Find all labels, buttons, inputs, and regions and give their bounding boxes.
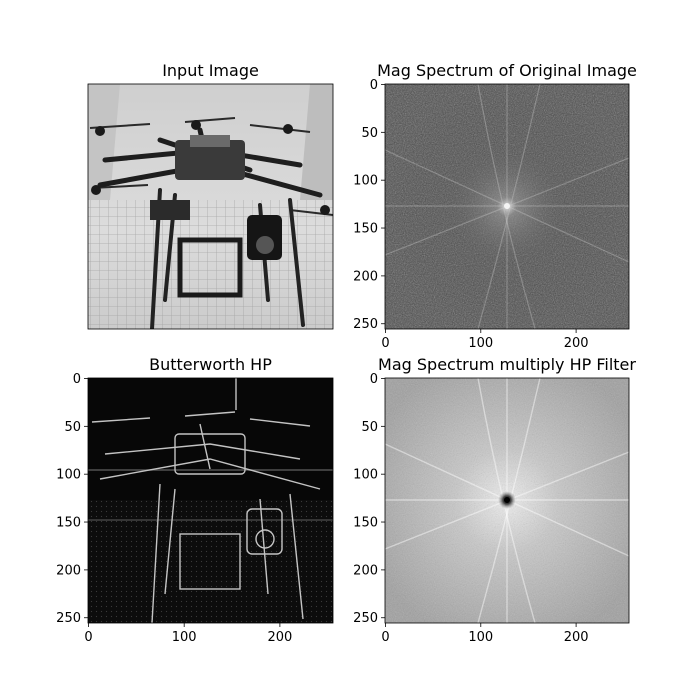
panel-mag-spectrum-original-frame	[384, 83, 630, 330]
mag-spectrum-hp-image	[385, 378, 629, 623]
panel-butterworth-hp-title: Butterworth HP	[149, 355, 272, 374]
axes-panel-3: 0 100 200 0 50 100 150 200 250	[353, 372, 588, 645]
x-tick-label: 200	[564, 336, 589, 351]
panel-input-image-title: Input Image	[162, 61, 259, 80]
x-tick-label: 200	[564, 630, 589, 645]
y-tick-label: 100	[56, 468, 81, 483]
x-tick-label: 200	[267, 630, 292, 645]
y-tick-label: 0	[73, 372, 81, 387]
y-tick-label: 200	[353, 563, 378, 578]
panel-mag-spectrum-original: Mag Spectrum of Original Image 0 100 200 0 5…	[353, 61, 637, 351]
panel-mag-spectrum-hp-title: Mag Spectrum multiply HP Filter	[378, 355, 636, 374]
mag-spectrum-original-image	[385, 84, 629, 329]
axes-panel-1: 0 100 200 0 50 100 150 200 250	[353, 78, 588, 351]
y-tick-label: 0	[370, 372, 378, 387]
y-tick-label: 150	[56, 516, 81, 531]
panel-butterworth-hp-frame	[87, 377, 334, 624]
y-tick-label: 150	[353, 222, 378, 237]
y-tick-label: 150	[353, 516, 378, 531]
x-tick-label: 100	[468, 630, 493, 645]
axes-panel-2: 0 100 200 0 50 100 150 200 250	[56, 372, 292, 645]
y-tick-label: 250	[353, 317, 378, 332]
x-tick-label: 0	[84, 630, 92, 645]
butterworth-hp-image	[88, 378, 333, 623]
x-tick-label: 0	[381, 630, 389, 645]
x-tick-label: 0	[381, 336, 389, 351]
y-tick-label: 50	[361, 126, 378, 141]
y-tick-label: 100	[353, 468, 378, 483]
y-tick-label: 50	[361, 420, 378, 435]
input-image-drone-photo	[88, 84, 333, 329]
y-tick-label: 250	[353, 611, 378, 626]
x-tick-label: 100	[468, 336, 493, 351]
y-tick-label: 0	[370, 78, 378, 93]
y-tick-label: 50	[64, 420, 81, 435]
panel-mag-spectrum-hp-frame	[384, 377, 630, 624]
y-tick-label: 200	[56, 563, 81, 578]
panel-input-image: Input Image	[87, 61, 334, 330]
x-tick-label: 100	[172, 630, 197, 645]
panel-mag-spectrum-original-title: Mag Spectrum of Original Image	[377, 61, 637, 80]
y-tick-label: 100	[353, 174, 378, 189]
y-tick-label: 200	[353, 269, 378, 284]
y-tick-label: 250	[56, 611, 81, 626]
panel-input-image-frame	[87, 83, 334, 330]
panel-mag-spectrum-hp: Mag Spectrum multiply HP Filter 0 100 2000…	[353, 355, 636, 645]
